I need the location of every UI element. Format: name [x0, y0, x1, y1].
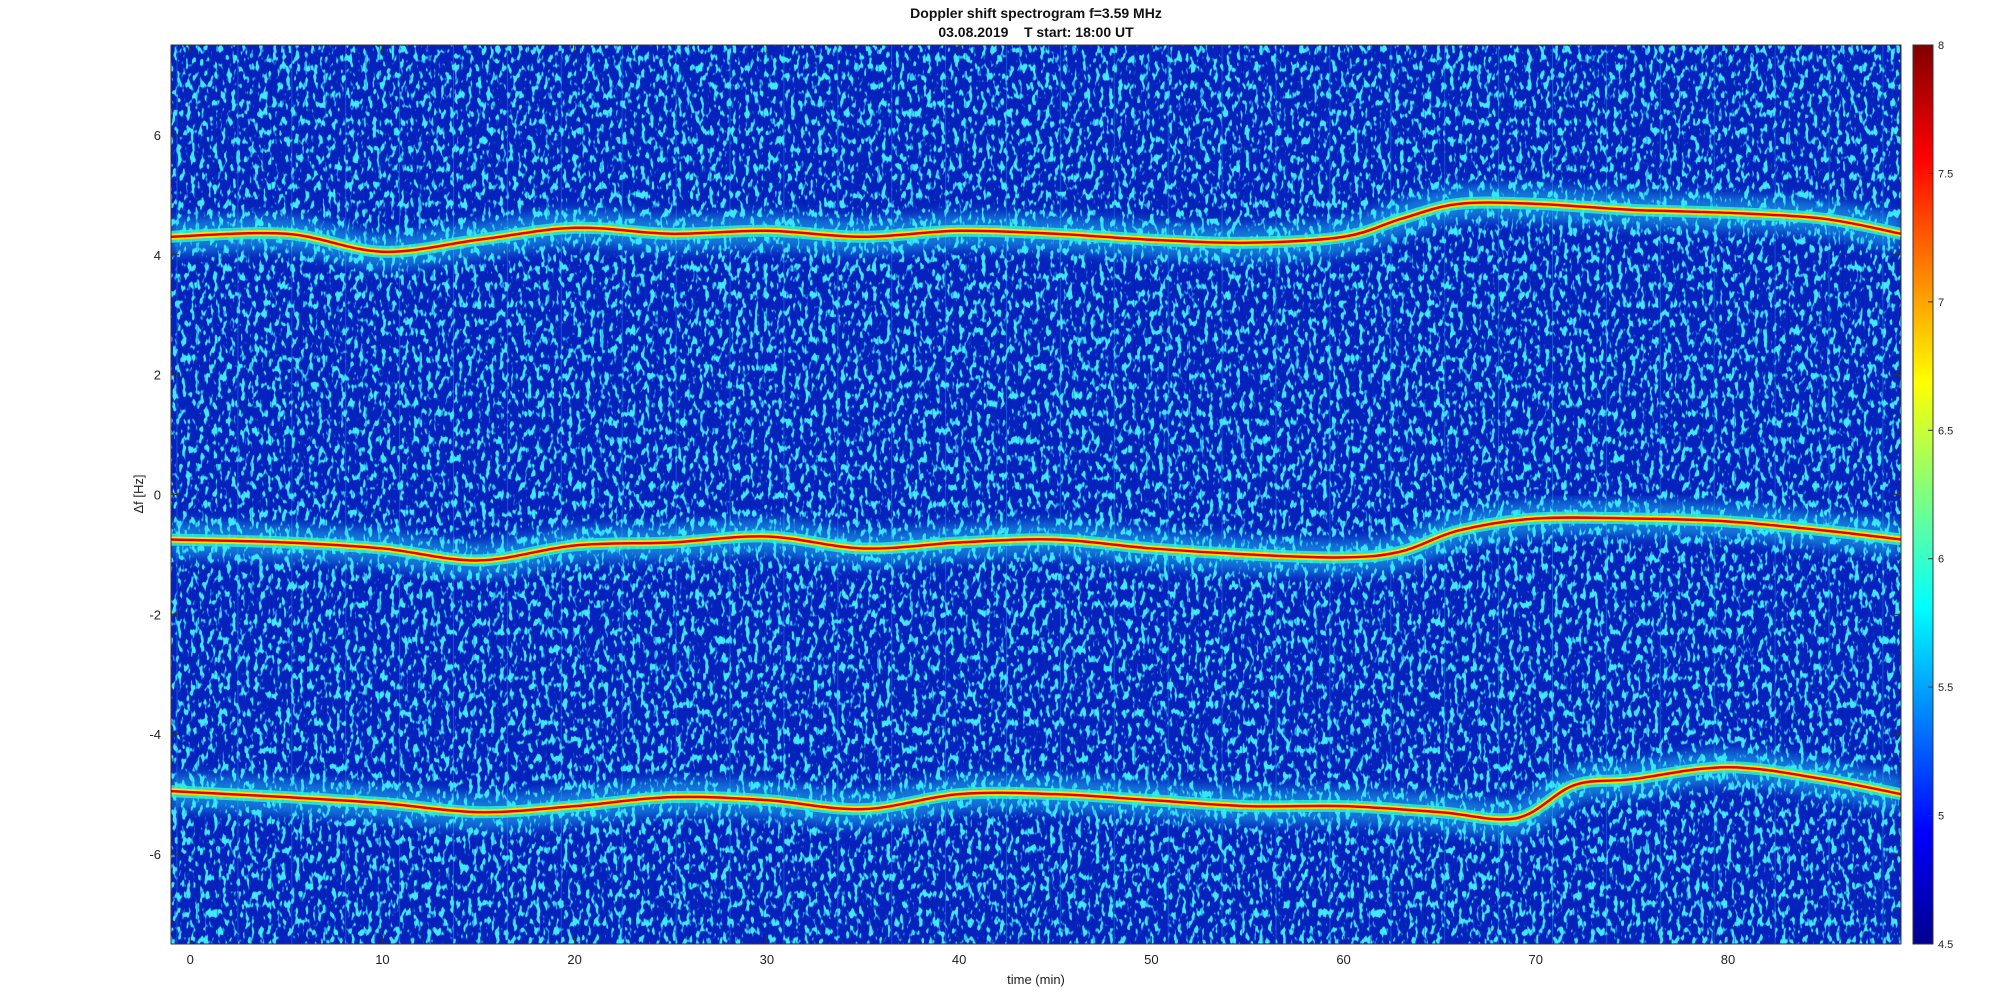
colorbar-frame: [1912, 44, 1934, 945]
y-axis: 6 4 2 0 -2 -4 -6: [149, 128, 1901, 862]
y-tick-label: -2: [149, 607, 161, 622]
x-tick-label: 50: [1144, 952, 1158, 967]
doppler-trace: [171, 185, 1901, 269]
y-tick-label: 2: [154, 368, 161, 383]
colorbar-tick-label: 6.5: [1938, 425, 1953, 437]
doppler-traces: [171, 185, 1901, 837]
colorbar-tick-label: 6: [1938, 554, 1944, 566]
colorbar-tick-label: 5: [1938, 811, 1944, 823]
trace-core: [171, 201, 1901, 254]
colorbar-tick-label: 8: [1938, 40, 1944, 52]
y-tick-label: 6: [154, 128, 161, 143]
trace-core: [171, 516, 1901, 562]
colorbar-tick-label: 7.5: [1938, 168, 1953, 180]
x-tick-label: 60: [1336, 952, 1350, 967]
colorbar-tick-label: 5.5: [1938, 682, 1953, 694]
y-tick-label: -6: [149, 847, 161, 862]
y-tick-label: 4: [154, 248, 161, 263]
colorbar-tick-label: 7: [1938, 297, 1944, 309]
x-tick-label: 20: [567, 952, 581, 967]
doppler-trace: [171, 500, 1901, 578]
x-tick-label: 0: [187, 952, 194, 967]
x-tick-label: 40: [952, 952, 966, 967]
x-tick-label: 80: [1721, 952, 1735, 967]
plot-area: [171, 45, 1901, 944]
colorbar-gradient: [1913, 45, 1933, 944]
chart-title: Doppler shift spectrogram f=3.59 MHz: [910, 5, 1162, 21]
doppler-trace: [171, 750, 1901, 837]
x-tick-label: 10: [375, 952, 389, 967]
colorbar-tick-label: 4.5: [1938, 939, 1953, 951]
y-tick-label: 0: [154, 488, 161, 503]
colorbar: 8 7.5 7 6.5 6 5.5 5 4.5: [1912, 40, 1953, 951]
y-axis-label: Δf [Hz]: [131, 474, 146, 513]
chart-subtitle: 03.08.2019 T start: 18:00 UT: [938, 24, 1134, 40]
trace-core: [171, 765, 1901, 821]
colorbar-ticks: 8 7.5 7 6.5 6 5.5 5 4.5: [1928, 40, 1953, 951]
x-axis-label: time (min): [1007, 972, 1065, 987]
x-axis: 0 10 20 30 40 50 60 70 80: [187, 45, 1735, 967]
x-tick-label: 70: [1529, 952, 1543, 967]
y-tick-label: -4: [149, 727, 161, 742]
x-tick-label: 30: [760, 952, 774, 967]
